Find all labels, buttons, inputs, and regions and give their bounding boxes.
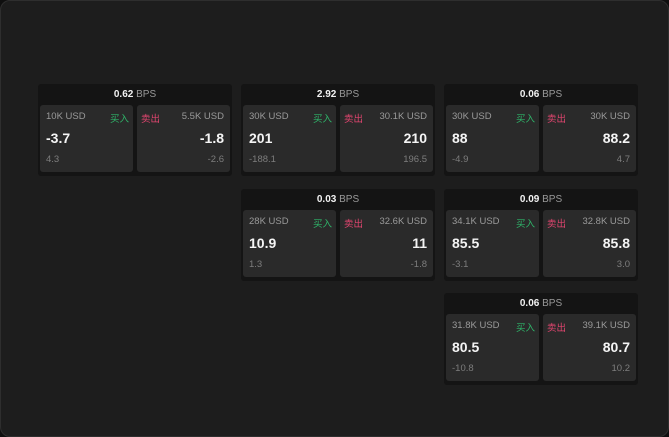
- ask-price: 210: [403, 130, 427, 146]
- sell-panel[interactable]: 卖出 32.6K USD 11 -1.8: [340, 210, 433, 277]
- spread-unit: BPS: [542, 89, 563, 100]
- buy-label: 买入: [515, 114, 535, 125]
- spread-value: 0.62: [113, 89, 134, 100]
- spread-unit: BPS: [542, 194, 563, 205]
- ask-size: 32.6K USD: [379, 216, 427, 227]
- quote-card: 2.92 BPS 30K USD 买入 201 -188.1 卖出 30.1K …: [241, 84, 435, 176]
- spread-unit: BPS: [339, 89, 360, 100]
- ask-size: 32.8K USD: [582, 216, 630, 227]
- bid-price: 85.5: [452, 235, 480, 251]
- sell-label: 卖出: [344, 114, 364, 125]
- ask-price: 80.7: [602, 339, 630, 355]
- buy-label: 买入: [312, 114, 332, 125]
- spread-value: 0.06: [519, 298, 540, 309]
- ask-price: 11: [412, 235, 427, 251]
- quote-card: 0.09 BPS 34.1K USD 买入 85.5 -3.1 卖出 32.8K…: [444, 189, 638, 281]
- ask-size: 30K USD: [590, 111, 630, 122]
- bid-change: 4.3: [46, 154, 60, 165]
- bid-price: 80.5: [452, 339, 480, 355]
- bid-change: -10.8: [452, 363, 474, 374]
- bid-price: -3.7: [46, 130, 71, 146]
- quote-card: 0.03 BPS 28K USD 买入 10.9 1.3 卖出 32.6K US…: [241, 189, 435, 281]
- quote-card: 0.62 BPS 10K USD 买入 -3.7 4.3 卖出 5.5K USD…: [38, 84, 232, 176]
- quote-card: 0.06 BPS 30K USD 买入 88 -4.9 卖出 30K USD 8…: [444, 84, 638, 176]
- sell-label: 卖出: [141, 114, 161, 125]
- spread-header: 0.62 BPS: [38, 84, 232, 105]
- sell-label: 卖出: [547, 219, 567, 230]
- sell-panel[interactable]: 卖出 30K USD 88.2 4.7: [543, 105, 636, 172]
- ask-price: -1.8: [199, 130, 224, 146]
- ask-price: 88.2: [602, 130, 630, 146]
- sell-label: 卖出: [344, 219, 364, 230]
- sell-panel[interactable]: 卖出 30.1K USD 210 196.5: [340, 105, 433, 172]
- bid-size: 10K USD: [46, 111, 86, 122]
- bid-price: 10.9: [249, 235, 277, 251]
- sell-panel[interactable]: 卖出 5.5K USD -1.8 -2.6: [137, 105, 230, 172]
- sell-panel[interactable]: 卖出 39.1K USD 80.7 10.2: [543, 314, 636, 381]
- sell-label: 卖出: [547, 323, 567, 334]
- ask-size: 5.5K USD: [181, 111, 224, 122]
- bid-size: 30K USD: [249, 111, 289, 122]
- sell-panel[interactable]: 卖出 32.8K USD 85.8 3.0: [543, 210, 636, 277]
- ask-change: -2.6: [207, 154, 224, 165]
- buy-panel[interactable]: 10K USD 买入 -3.7 4.3: [40, 105, 133, 172]
- ask-size: 39.1K USD: [582, 320, 630, 331]
- spread-unit: BPS: [136, 89, 157, 100]
- ask-change: 4.7: [616, 154, 630, 165]
- bid-size: 28K USD: [249, 216, 289, 227]
- buy-panel[interactable]: 28K USD 买入 10.9 1.3: [243, 210, 336, 277]
- spread-unit: BPS: [339, 194, 360, 205]
- bid-price: 201: [249, 130, 273, 146]
- spread-unit: BPS: [542, 298, 563, 309]
- spread-header: 0.06 BPS: [444, 84, 638, 105]
- ask-change: 196.5: [403, 154, 427, 165]
- ask-change: -1.8: [410, 259, 427, 270]
- bid-size: 30K USD: [452, 111, 492, 122]
- bid-change: -188.1: [249, 154, 276, 165]
- bid-size: 34.1K USD: [452, 216, 500, 227]
- buy-label: 买入: [109, 114, 129, 125]
- spread-value: 0.06: [519, 89, 540, 100]
- buy-label: 买入: [312, 219, 332, 230]
- bid-change: 1.3: [249, 259, 263, 270]
- spread-header: 2.92 BPS: [241, 84, 435, 105]
- spread-value: 0.03: [316, 194, 337, 205]
- buy-panel[interactable]: 31.8K USD 买入 80.5 -10.8: [446, 314, 539, 381]
- spread-header: 0.03 BPS: [241, 189, 435, 210]
- spread-header: 0.06 BPS: [444, 293, 638, 314]
- buy-panel[interactable]: 30K USD 买入 201 -188.1: [243, 105, 336, 172]
- bid-change: -4.9: [452, 154, 469, 165]
- spread-value: 0.09: [519, 194, 540, 205]
- ask-change: 3.0: [616, 259, 630, 270]
- spread-value: 2.92: [316, 89, 337, 100]
- ask-change: 10.2: [611, 363, 631, 374]
- sell-label: 卖出: [547, 114, 567, 125]
- buy-panel[interactable]: 30K USD 买入 88 -4.9: [446, 105, 539, 172]
- buy-label: 买入: [515, 219, 535, 230]
- ask-price: 85.8: [602, 235, 630, 251]
- bid-price: 88: [452, 130, 468, 146]
- bid-size: 31.8K USD: [452, 320, 500, 331]
- buy-label: 买入: [515, 323, 535, 334]
- ask-size: 30.1K USD: [379, 111, 427, 122]
- bid-change: -3.1: [452, 259, 469, 270]
- buy-panel[interactable]: 34.1K USD 买入 85.5 -3.1: [446, 210, 539, 277]
- quote-card: 0.06 BPS 31.8K USD 买入 80.5 -10.8 卖出 39.1…: [444, 293, 638, 385]
- spread-header: 0.09 BPS: [444, 189, 638, 210]
